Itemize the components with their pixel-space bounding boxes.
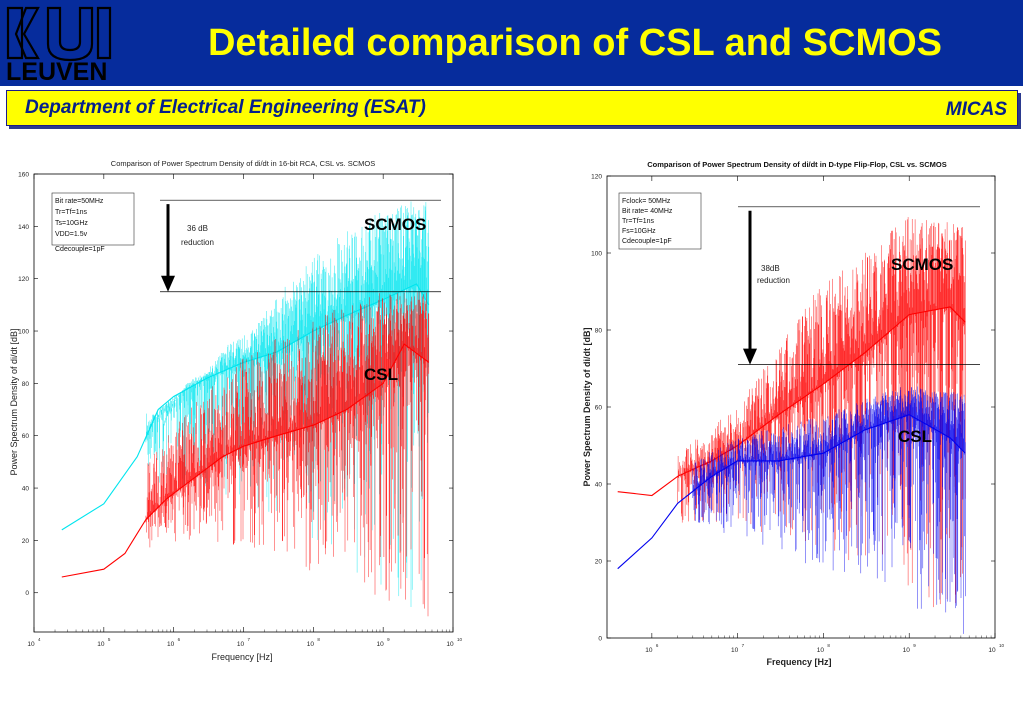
y-tick-label: 40: [22, 486, 30, 493]
info-line: Ts=10GHz: [55, 220, 88, 227]
x-tick-exponent: 7: [248, 637, 251, 642]
series-group: [61, 199, 441, 617]
x-tick-label: 10: [731, 647, 739, 654]
y-axis-label: Power Spectrum Density of di/dt [dB]: [582, 327, 592, 486]
y-tick-label: 60: [22, 433, 30, 440]
x-tick-label: 10: [988, 647, 996, 654]
reduction-marker: [738, 206, 980, 365]
arrow-head-icon: [161, 275, 175, 292]
y-tick-label: 0: [25, 590, 29, 597]
x-axis-label: Frequency [Hz]: [211, 652, 272, 662]
arrow-head-icon: [743, 348, 757, 365]
info-line: Fs=10GHz: [622, 228, 656, 235]
info-line: VDD=1.5v: [55, 231, 88, 238]
series-csl: [617, 386, 966, 634]
y-tick-label: 0: [598, 636, 602, 643]
info-line: Fclock= 50MHz: [622, 198, 671, 205]
x-tick-label: 10: [97, 641, 105, 648]
info-box: Fclock= 50MHz Bit rate= 40MHz Tr=Tf=1ns …: [618, 192, 702, 250]
x-tick-exponent: 9: [913, 643, 916, 648]
chart-title: Comparison of Power Spectrum Density of …: [647, 160, 946, 169]
y-tick-label: 100: [591, 251, 602, 258]
y-tick-label: 160: [18, 172, 29, 179]
x-tick-exponent: 6: [178, 637, 181, 642]
annotation-line: 38dB: [761, 264, 780, 273]
info-line: Cdecouple=1pF: [55, 246, 105, 253]
x-tick-exponent: 6: [656, 643, 659, 648]
chart-title: Comparison of Power Spectrum Density of …: [111, 159, 375, 168]
series-label-scmos: SCMOS: [891, 255, 953, 274]
series-label-scmos: SCMOS: [364, 215, 426, 234]
x-tick-label: 10: [817, 647, 825, 654]
series-label-csl: CSL: [364, 365, 398, 384]
annotation-line: reduction: [181, 238, 214, 247]
x-tick-exponent: 10: [457, 637, 463, 642]
ku-leuven-logo-icon: [6, 6, 112, 62]
x-tick-label: 10: [237, 641, 245, 648]
y-tick-label: 80: [22, 381, 30, 388]
info-box: Bit rate=50MHz Tr=Tf=1ns Ts=10GHz VDD=1.…: [51, 192, 135, 253]
info-line: Tr=Tf=1ns: [55, 209, 88, 216]
x-axis-label: Frequency [Hz]: [766, 657, 831, 667]
x-tick-exponent: 10: [999, 643, 1005, 648]
x-tick-exponent: 5: [108, 637, 111, 642]
series-csl: [61, 292, 430, 617]
x-tick-exponent: 8: [827, 643, 830, 648]
reduction-marker: [160, 199, 441, 293]
x-tick-label: 10: [377, 641, 385, 648]
y-tick-label: 60: [595, 405, 603, 412]
x-tick-label: 10: [307, 641, 315, 648]
group-label: MICAS: [945, 99, 1007, 120]
reduction-annotation: 38dB reduction: [757, 264, 790, 285]
x-tick-label: 10: [27, 641, 35, 648]
info-line: Cdecouple=1pF: [622, 238, 672, 245]
x-tick-label: 10: [645, 647, 653, 654]
series-group: [617, 206, 980, 634]
x-tick-exponent: 8: [317, 637, 320, 642]
x-tick-label: 10: [903, 647, 911, 654]
y-axis-label: Power Spectrum Density of di/dt [dB]: [9, 328, 19, 475]
y-tick-label: 120: [18, 276, 29, 283]
x-tick-exponent: 7: [742, 643, 745, 648]
y-tick-label: 100: [18, 329, 29, 336]
series-scmos: [617, 217, 966, 608]
y-tick-label: 80: [595, 328, 603, 335]
info-line: Bit rate= 40MHz: [622, 208, 673, 215]
annotation-line: 36 dB: [187, 224, 208, 233]
x-tick-label: 10: [446, 641, 454, 648]
x-tick-label: 10: [167, 641, 175, 648]
slide-header: LEUVEN Detailed comparison of CSL and SC…: [0, 0, 1023, 86]
logo-text: LEUVEN: [6, 58, 108, 86]
page-title: Detailed comparison of CSL and SCMOS: [207, 22, 943, 64]
annotation-line: reduction: [757, 276, 790, 285]
y-tick-label: 120: [591, 174, 602, 181]
reduction-annotation: 36 dB reduction: [181, 224, 214, 247]
y-tick-label: 140: [18, 224, 29, 231]
department-bar: Department of Electrical Engineering (ES…: [6, 90, 1018, 126]
series-label-csl: CSL: [898, 427, 932, 446]
info-line: Tr=Tf=1ns: [622, 218, 655, 225]
y-tick-label: 20: [595, 559, 603, 566]
x-tick-exponent: 4: [38, 637, 41, 642]
y-tick-label: 40: [595, 482, 603, 489]
info-line: Bit rate=50MHz: [55, 198, 104, 205]
y-tick-label: 20: [22, 538, 30, 545]
department-label: Department of Electrical Engineering (ES…: [25, 97, 426, 118]
axes-group: 0204060801001201401601041051061071081091…: [18, 172, 462, 649]
x-tick-exponent: 9: [387, 637, 390, 642]
